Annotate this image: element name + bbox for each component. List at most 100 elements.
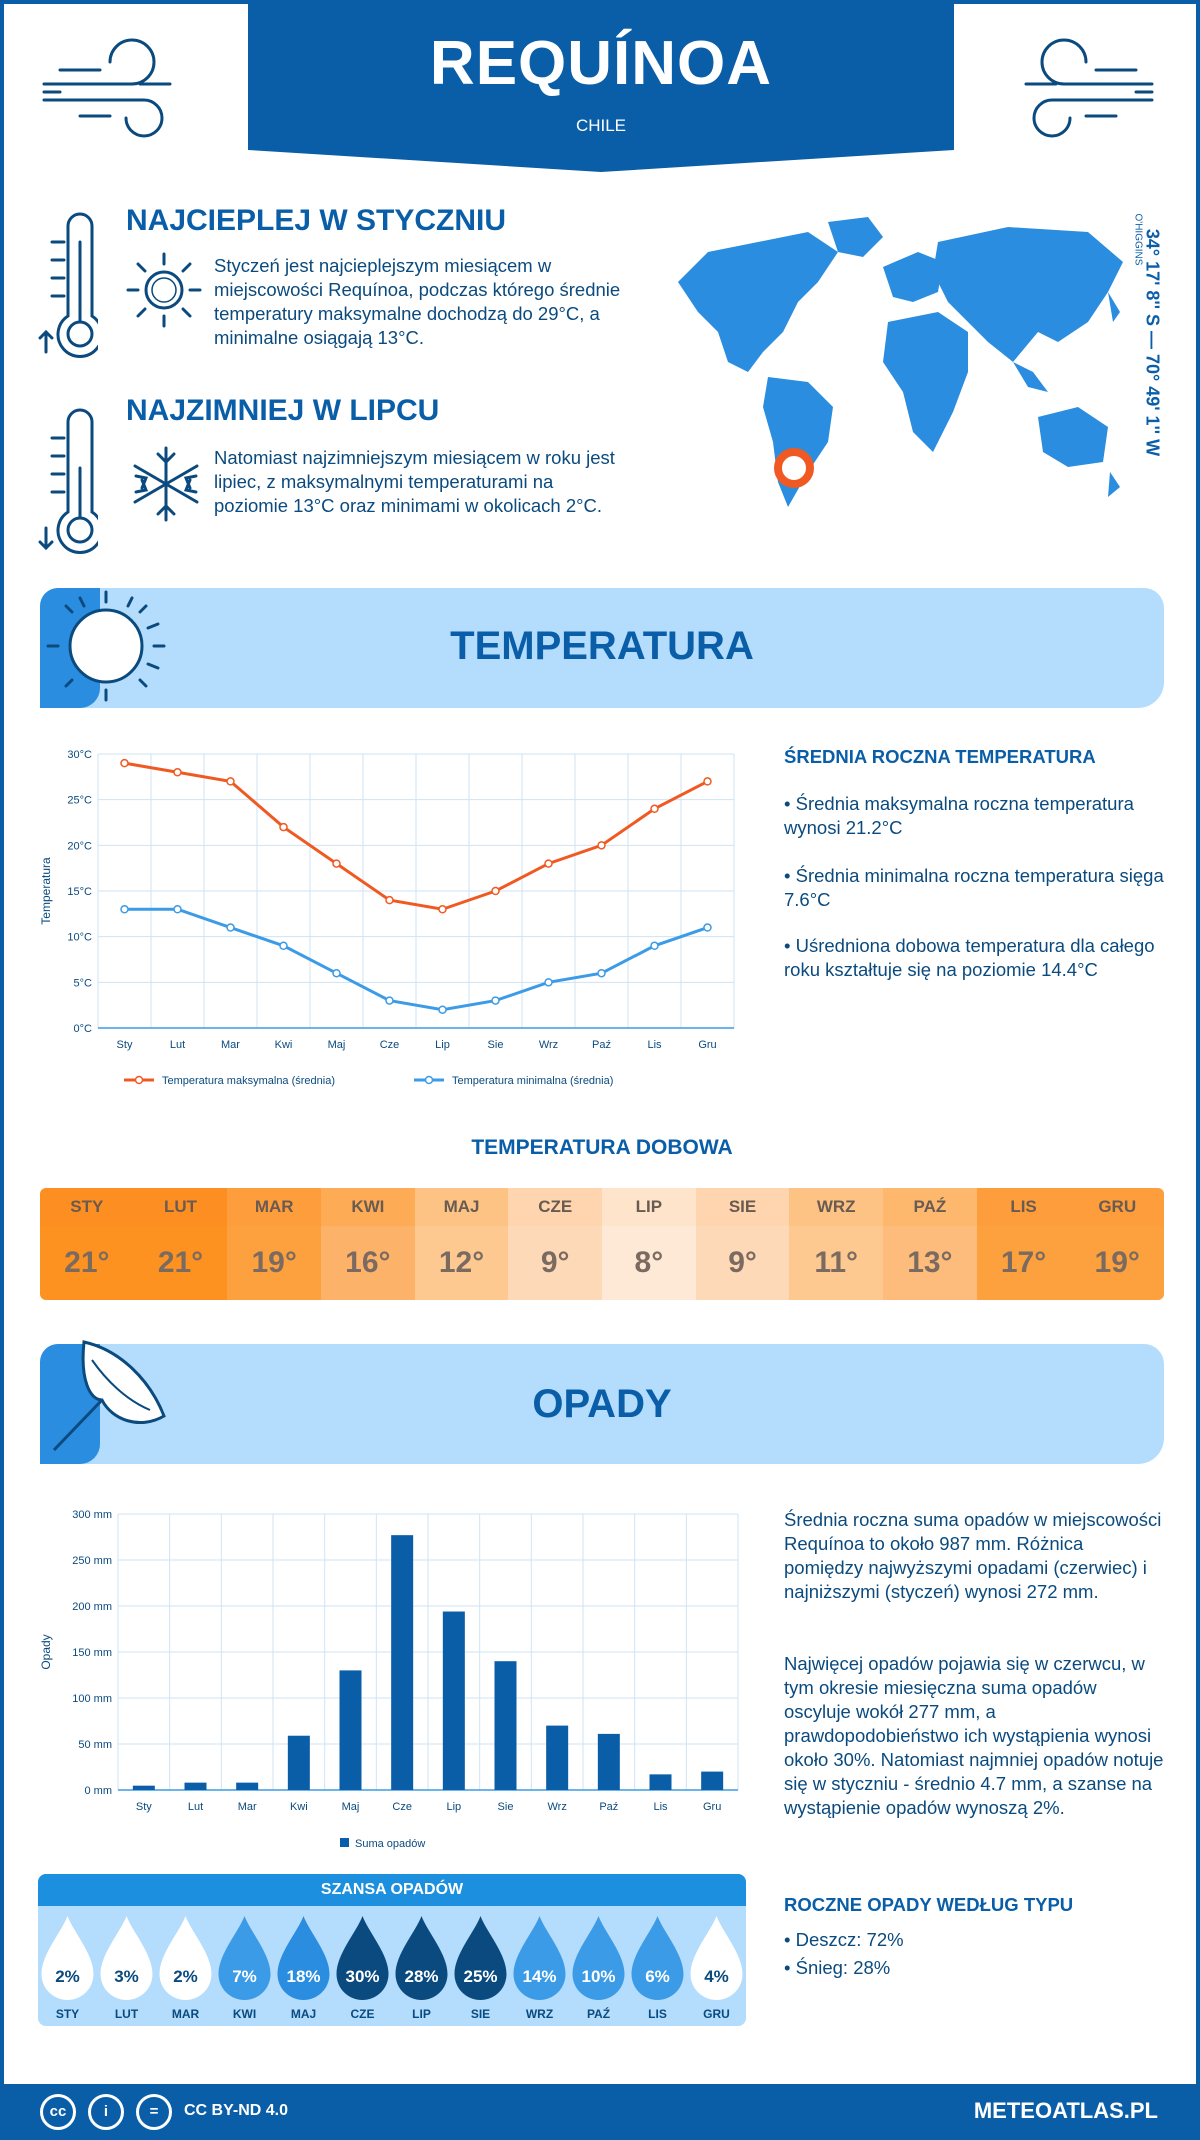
sun-icon [126,252,202,328]
y-tick-label: 25°C [67,795,92,807]
x-tick-label: Cze [380,1039,400,1051]
chance-value: 3% [114,1967,139,1986]
chance-value: 14% [522,1967,556,1986]
data-point [438,1005,447,1014]
chance-value: 6% [645,1967,670,1986]
wind-icon-left [42,38,172,138]
daily-temp-column: MAJ 12° [414,1188,509,1300]
daily-temp-value: 21° [40,1226,134,1300]
precip-chance-drops: 2% STY 3% LUT 2% MAR 7% KWI 18% MAJ 30% CZE 28% LIP 25… [41,1916,743,2021]
data-point [650,804,659,814]
chance-value: 10% [581,1967,615,1986]
daily-temp-column: STY 21° [40,1188,134,1300]
daily-temp-value: 8° [602,1226,696,1300]
y-axis-label: Opady [39,1634,53,1669]
thermometer-down-icon [38,408,98,554]
y-tick-label: 300 mm [72,1509,112,1521]
chance-month: WRZ [526,2007,553,2021]
data-point [279,822,288,832]
x-tick-label: Maj [342,1801,360,1813]
x-tick-label: Lis [647,1039,662,1051]
daily-temp-month: WRZ [789,1188,884,1226]
chance-value: 30% [345,1967,379,1986]
temperature-chart: 0°C 5°C 10°C 15°C 20°C 25°C 30°C Sty Lut Mar Kwi Ma… [39,749,735,1087]
y-tick-label: 100 mm [72,1693,112,1705]
chance-value: 2% [55,1967,80,1986]
data-point [650,941,659,951]
x-tick-label: Paź [599,1801,618,1813]
precip-text-1: Średnia roczna suma opadów w miejscowośc… [784,1509,1162,1602]
rain-drop [513,1916,566,2000]
license-label: CC BY-ND 4.0 [184,2102,289,2119]
y-tick-label: 250 mm [72,1555,112,1567]
chance-month: CZE [351,2007,375,2021]
y-tick-label: 5°C [74,977,93,989]
rain-drop [572,1916,625,2000]
precip-text-2: Najwięcej opadów pojawia się w czerwcu, … [784,1653,1164,1818]
chance-value: 28% [404,1967,438,1986]
x-tick-label: Wrz [539,1039,558,1051]
site-link[interactable]: METEOATLAS.PL [973,2098,1158,2123]
y-tick-label: 0 mm [85,1785,113,1797]
legend-label: Suma opadów [355,1838,425,1850]
x-tick-label: Gru [698,1039,716,1051]
x-tick-label: Lip [435,1039,450,1051]
chance-value: 25% [463,1967,497,1986]
sun-section-icon [40,588,166,708]
coordinates-block: 34° 17' 8'' S — 70° 49' 1'' W O'HIGGINS [1133,214,1170,476]
data-point [597,968,606,978]
bar [701,1771,724,1790]
warmest-title: NAJCIEPLEJ W STYCZNIU [126,204,507,237]
y-tick-label: 30°C [67,749,92,761]
daily-temp-column: KWI 16° [321,1188,415,1300]
daily-temp-column: CZE 9° [508,1188,603,1300]
bar [184,1782,207,1790]
coordinates-text: 34° 17' 8'' S — 70° 49' 1'' W [1142,228,1163,457]
daily-temp-value: 16° [321,1226,415,1300]
data-point [332,859,341,868]
daily-temp-month: CZE [508,1188,603,1226]
x-tick-label: Sie [488,1039,504,1051]
temperature-section-band [40,588,1164,708]
chance-value: 2% [173,1967,198,1986]
rain-drop [690,1916,743,2000]
rain-drop [336,1916,389,2000]
wind-icon-right [1024,38,1154,138]
bar [339,1670,362,1790]
legend-marker [134,1075,144,1085]
cc-icon: cc [40,2094,76,2130]
daily-temp-month: MAR [227,1188,322,1226]
data-point [703,923,712,932]
city-title: REQUÍNOA [429,29,773,98]
x-tick-label: Lut [170,1039,185,1051]
x-tick-label: Wrz [547,1801,566,1813]
temp-summary-title: ŚREDNIA ROCZNA TEMPERATURA [784,746,1096,767]
x-tick-label: Paź [592,1039,611,1051]
x-tick-label: Lis [653,1801,668,1813]
y-tick-label: 0°C [74,1023,93,1035]
daily-temp-value: 9° [508,1226,603,1300]
chance-month: MAR [172,2007,200,2021]
x-tick-label: Sty [117,1039,133,1051]
umbrella-rain-icon [40,1340,166,1464]
temperature-title: TEMPERATURA [450,624,754,668]
temp-summary-min: • Średnia minimalna roczna temperatura s… [784,865,1164,910]
chance-month: MAJ [291,2007,316,2021]
rain-drop [277,1916,330,2000]
y-tick-label: 200 mm [72,1601,112,1613]
bar [391,1535,414,1790]
series-line [124,907,708,1012]
x-tick-label: Gru [703,1801,721,1813]
daily-temp-value: 9° [695,1226,790,1300]
legend-label: Temperatura maksymalna (średnia) [162,1075,335,1087]
daily-temp-column: PAŹ 13° [883,1188,977,1300]
bar [236,1782,259,1790]
bar [442,1611,465,1790]
region-label: O'HIGGINS [1132,213,1144,266]
daily-temp-column: MAR 19° [227,1188,322,1300]
daily-temp-month: STY [40,1188,134,1226]
y-tick-label: 50 mm [78,1739,112,1751]
y-tick-label: 10°C [67,932,92,944]
no-derivatives-icon: = [136,2094,172,2130]
chance-month: LIS [648,2007,667,2021]
